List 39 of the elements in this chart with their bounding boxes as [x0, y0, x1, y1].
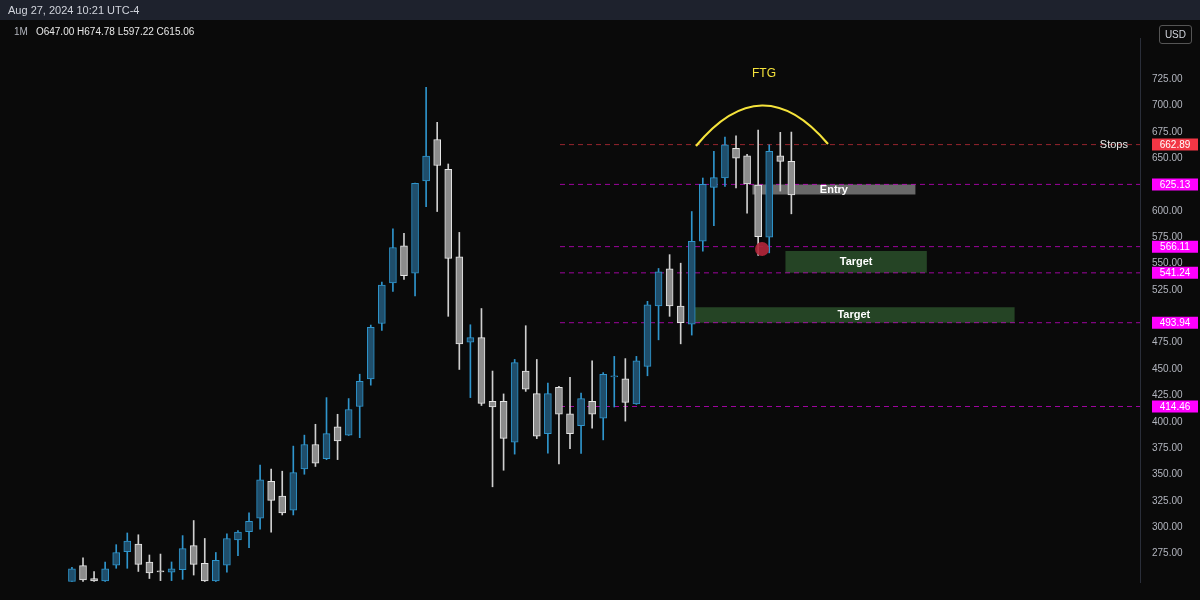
- y-tick-label: 700.00: [1152, 99, 1184, 111]
- y-tick-label: 575.00: [1152, 231, 1184, 243]
- y-tick-label: 525.00: [1152, 283, 1184, 295]
- text: 493.94: [1159, 316, 1191, 328]
- chart-title: 1M: [14, 26, 28, 37]
- candlestick: [610, 356, 619, 408]
- candlestick: [710, 151, 718, 226]
- y-tick-label: 425.00: [1152, 389, 1184, 401]
- candlestick: [732, 135, 740, 189]
- text: 625.13: [1159, 178, 1191, 190]
- y-tick-label: 400.00: [1152, 415, 1184, 427]
- y-tick-label: 325.00: [1152, 494, 1184, 506]
- band-label: Target: [839, 254, 873, 267]
- y-tick-label: 300.00: [1152, 520, 1184, 532]
- text: 541.24: [1159, 267, 1191, 279]
- text: Aug 27, 2024 10:21 UTC-4: [0, 0, 1200, 20]
- candlestick: [676, 262, 685, 345]
- y-tick-label: 725.00: [1152, 72, 1184, 84]
- y-tick-label: 550.00: [1152, 257, 1184, 269]
- y-tick-label: 375.00: [1152, 441, 1184, 453]
- band-label: Target: [837, 308, 871, 321]
- text: 662.89: [1159, 138, 1191, 150]
- chart-subtitle: O647.00 H674.78 L597.22 C615.06: [35, 26, 195, 37]
- text: 566.11: [1160, 240, 1191, 252]
- y-tick-label: 350.00: [1152, 468, 1184, 480]
- y-tick-label: 475.00: [1152, 336, 1184, 348]
- candlestick: [588, 360, 596, 429]
- candlestick: [422, 86, 430, 208]
- ref-line-label: Stops: [1099, 137, 1129, 150]
- y-tick-label: 275.00: [1152, 547, 1184, 559]
- y-axis-title: USD: [1158, 25, 1192, 44]
- band-label: Entry: [819, 182, 849, 195]
- y-tick-label: 600.00: [1152, 204, 1184, 216]
- y-tick-label: 650.00: [1152, 151, 1184, 163]
- annotation: FTG: [752, 66, 776, 81]
- y-tick-label: 675.00: [1152, 125, 1184, 137]
- text: 414.46: [1159, 400, 1191, 412]
- y-tick-label: 450.00: [1152, 362, 1184, 374]
- candlestick: [776, 132, 785, 192]
